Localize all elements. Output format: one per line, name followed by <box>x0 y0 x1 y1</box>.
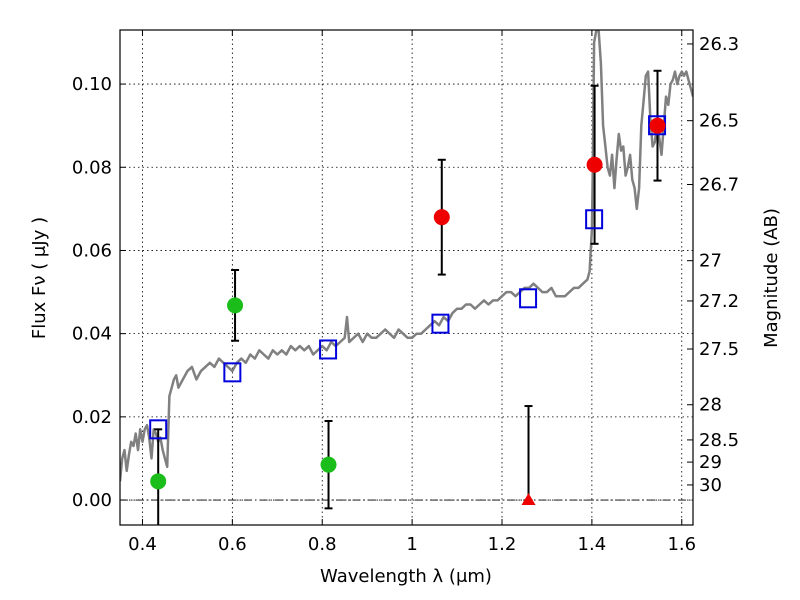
green-point <box>320 456 337 473</box>
model-square <box>223 362 242 383</box>
x-tick-label: 1.4 <box>578 534 607 555</box>
y-axis-left: 0.00 0.02 0.04 0.06 0.08 0.10 <box>72 74 126 511</box>
x-tick-label: 0.8 <box>308 534 337 555</box>
x-tick-label: 0.6 <box>218 534 247 555</box>
red-triangle <box>521 493 536 506</box>
y-tick-label: 0.08 <box>72 157 112 178</box>
spectrum-line <box>120 30 693 482</box>
gridlines <box>120 30 693 525</box>
y-axis-title-right: Magnitude (AB) <box>761 208 782 348</box>
model-square <box>319 339 338 360</box>
green-point <box>227 297 244 314</box>
x-axis-title: Wavelength λ (μm) <box>320 566 492 587</box>
plot-frame <box>119 29 694 526</box>
plot-area <box>120 30 693 525</box>
frame-rect <box>119 29 694 526</box>
red-point <box>586 156 603 173</box>
y-tick-label: 0.06 <box>72 240 112 261</box>
mag-tick-label: 29 <box>699 452 722 473</box>
mag-tick-label: 26.3 <box>699 34 739 55</box>
model-square <box>519 288 538 309</box>
x-tick-label: 1 <box>406 534 417 555</box>
x-tick-label: 0.4 <box>128 534 157 555</box>
mag-tick-label: 30 <box>699 475 722 496</box>
model-square <box>431 313 450 334</box>
mag-tick-label: 27.2 <box>699 291 739 312</box>
y-tick-label: 0.10 <box>72 74 112 95</box>
mag-tick-label: 28.5 <box>699 430 739 451</box>
y-tick-label: 0.00 <box>72 490 112 511</box>
red-point <box>433 209 450 226</box>
model-square <box>149 419 168 440</box>
green-point <box>150 473 167 490</box>
x-tick-label: 1.6 <box>667 534 696 555</box>
y-axis-title-left: Flux Fν ( μJy ) <box>29 217 50 339</box>
x-axis: 0.4 0.6 0.8 1 1.2 1.4 1.6 <box>128 30 696 555</box>
mag-tick-label: 26.5 <box>699 111 739 132</box>
model-square <box>585 209 604 230</box>
mag-tick-label: 27.5 <box>699 339 739 360</box>
x-tick-label: 1.2 <box>488 534 517 555</box>
mag-tick-label: 27 <box>699 251 722 272</box>
y-tick-label: 0.04 <box>72 324 112 345</box>
mag-tick-label: 28 <box>699 395 722 416</box>
y-tick-label: 0.02 <box>72 407 112 428</box>
red-point <box>649 117 666 134</box>
mag-tick-label: 26.7 <box>699 174 739 195</box>
